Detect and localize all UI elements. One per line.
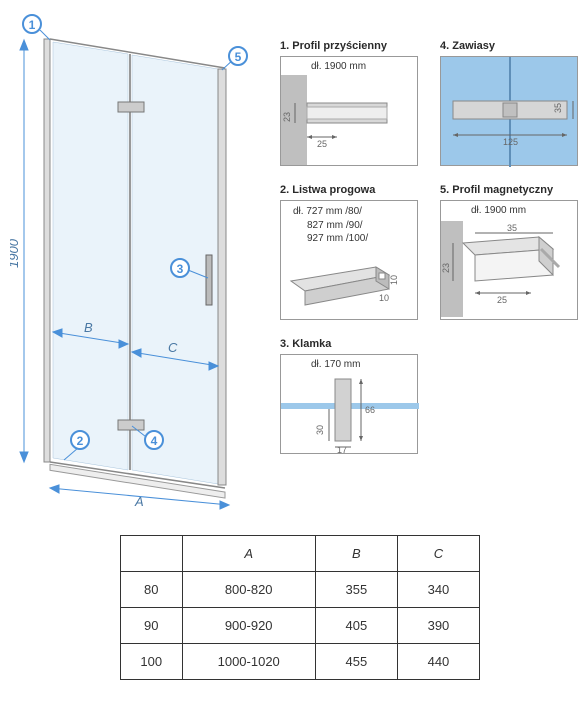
height-dim: 1900	[10, 238, 21, 268]
svg-text:10: 10	[389, 275, 399, 285]
th-c: C	[397, 536, 479, 572]
dim-c: C	[168, 340, 178, 355]
r2c0: 90	[121, 608, 183, 644]
r1c0: 80	[121, 572, 183, 608]
svg-text:10: 10	[379, 293, 389, 303]
detail-2-len1: dł. 727 mm /80/	[293, 205, 417, 219]
dim-b: B	[84, 320, 93, 335]
detail-2-len2: 827 mm /90/	[293, 219, 417, 233]
svg-text:23: 23	[282, 112, 292, 122]
svg-text:25: 25	[317, 139, 327, 149]
svg-text:35: 35	[553, 103, 563, 113]
r2c3: 390	[397, 608, 479, 644]
callout-3: 3	[170, 258, 190, 278]
svg-text:23: 23	[441, 263, 451, 273]
detail-5-title: 5. Profil magnetyczny	[440, 184, 580, 196]
r1c3: 340	[397, 572, 479, 608]
detail-1-length: dł. 1900 mm	[281, 57, 417, 74]
detail-3: 3. Klamka dł. 170 mm 66 30 17	[280, 338, 420, 454]
r3c0: 100	[121, 644, 183, 680]
th-b: B	[315, 536, 397, 572]
detail-5: 5. Profil magnetyczny dł. 1900 mm 35 23	[440, 184, 580, 320]
r2c1: 900-920	[182, 608, 315, 644]
th-a: A	[182, 536, 315, 572]
dim-a: A	[134, 494, 144, 509]
callout-5: 5	[228, 46, 248, 66]
svg-text:125: 125	[503, 137, 518, 147]
svg-text:17: 17	[337, 445, 347, 453]
detail-1-title: 1. Profil przyścienny	[280, 40, 420, 52]
callout-2: 2	[70, 430, 90, 450]
r3c3: 440	[397, 644, 479, 680]
r3c2: 455	[315, 644, 397, 680]
r1c1: 800-820	[182, 572, 315, 608]
detail-3-length: dł. 170 mm	[281, 355, 417, 372]
detail-2-len3: 927 mm /100/	[293, 232, 417, 246]
svg-text:35: 35	[507, 223, 517, 233]
r1c2: 355	[315, 572, 397, 608]
r2c2: 405	[315, 608, 397, 644]
svg-text:66: 66	[365, 405, 375, 415]
detail-4: 4. Zawiasy 125 35	[440, 40, 580, 166]
detail-2: 2. Listwa progowa dł. 727 mm /80/ 827 mm…	[280, 184, 420, 320]
details-col-2: 4. Zawiasy 125 35 5. Profil magnetyczny	[440, 40, 580, 338]
dimensions-table: A B C 80 800-820 355 340 90 900-920 405 …	[120, 535, 480, 680]
svg-text:30: 30	[315, 425, 325, 435]
main-drawing: 1900	[10, 30, 265, 510]
detail-1: 1. Profil przyścienny dł. 1900 mm 23 25	[280, 40, 420, 166]
detail-5-length: dł. 1900 mm	[441, 201, 577, 218]
r3c1: 1000-1020	[182, 644, 315, 680]
diagram-container: 1900	[0, 0, 587, 717]
callout-1: 1	[22, 14, 42, 34]
callout-4: 4	[144, 430, 164, 450]
details-col-1: 1. Profil przyścienny dł. 1900 mm 23 25	[280, 40, 420, 472]
detail-2-title: 2. Listwa progowa	[280, 184, 420, 196]
svg-text:25: 25	[497, 295, 507, 305]
detail-4-title: 4. Zawiasy	[440, 40, 580, 52]
th-blank	[121, 536, 183, 572]
detail-3-title: 3. Klamka	[280, 338, 420, 350]
